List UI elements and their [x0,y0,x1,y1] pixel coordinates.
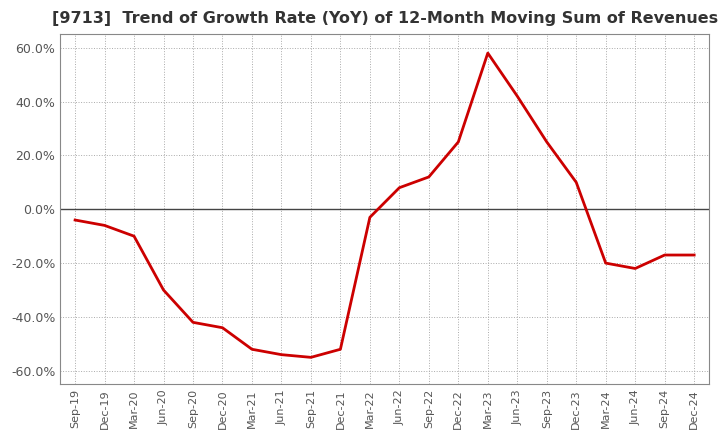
Title: [9713]  Trend of Growth Rate (YoY) of 12-Month Moving Sum of Revenues: [9713] Trend of Growth Rate (YoY) of 12-… [52,11,718,26]
